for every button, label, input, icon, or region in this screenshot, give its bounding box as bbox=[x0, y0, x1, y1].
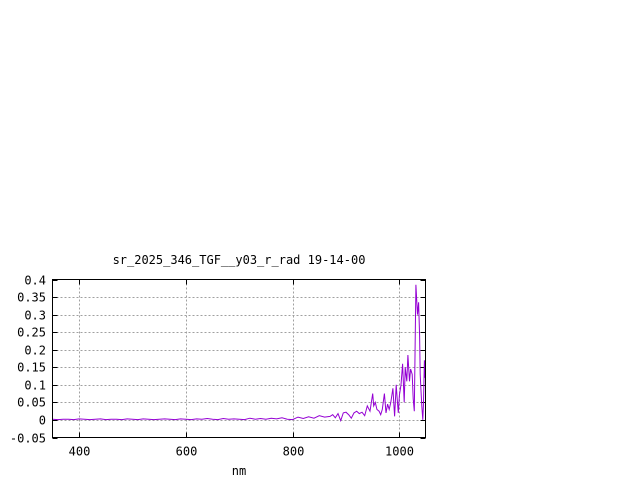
y-tick-label: 0.1 bbox=[24, 379, 46, 393]
y-tick-label: 0.4 bbox=[24, 274, 46, 288]
x-tick-label: 600 bbox=[176, 445, 198, 459]
y-tick-label: 0.35 bbox=[17, 291, 46, 305]
y-tick-label: -0.05 bbox=[10, 432, 46, 446]
y-tick-label: 0.2 bbox=[24, 344, 46, 358]
y-tick-label: 0.15 bbox=[17, 361, 46, 375]
grid bbox=[52, 279, 426, 438]
y-tick-label: 0.25 bbox=[17, 326, 46, 340]
x-tick-label: 1000 bbox=[385, 445, 414, 459]
y-tick-label: 0 bbox=[39, 414, 46, 428]
series-line bbox=[52, 284, 426, 423]
y-tick-label: 0.3 bbox=[24, 309, 46, 323]
x-axis-label: nm bbox=[232, 464, 246, 478]
y-tick-label: 0.05 bbox=[17, 396, 46, 410]
x-tick-label: 400 bbox=[69, 445, 91, 459]
x-axis-ticks: 400 600 800 1000 bbox=[69, 279, 414, 459]
plot-border bbox=[52, 279, 426, 438]
y-axis-ticks: -0.05 0 0.05 0.1 0.15 0.2 0.25 0.3 0.35 0.4 bbox=[10, 274, 426, 446]
x-tick-label: 800 bbox=[283, 445, 305, 459]
chart-title: sr_2025_346_TGF__y03_r_rad 19-14-00 bbox=[113, 253, 366, 267]
